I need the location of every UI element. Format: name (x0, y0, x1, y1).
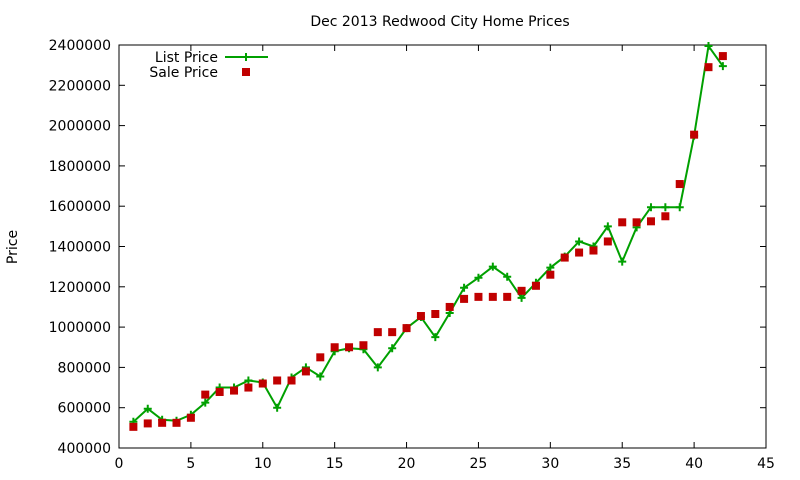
list-price-point (704, 42, 713, 51)
axis-ticks: 0 5 10 15 20 25 30 35 40 45 400000 600000 800000 1000… (49, 38, 775, 472)
chart-title: Dec 2013 Redwood City Home Prices (310, 14, 569, 30)
sale-price-point (129, 422, 138, 431)
sale-price-point (158, 418, 167, 427)
sale-price-point (704, 63, 713, 72)
sale-price-point (718, 52, 727, 61)
x-tick-label: 25 (470, 456, 488, 472)
sale-price-point (230, 386, 239, 395)
list-price-point (316, 372, 325, 381)
x-tick-label: 5 (186, 456, 195, 472)
list-price-point (431, 333, 440, 342)
sale-price-point (546, 270, 555, 279)
sale-price-point (632, 218, 641, 227)
sale-price-point (431, 310, 440, 319)
sale-price-point (359, 341, 368, 350)
list-price-point (503, 272, 512, 281)
sale-price-point (675, 180, 684, 189)
sale-price-point (215, 387, 224, 396)
y-tick-label: 1400000 (49, 240, 111, 256)
list-price-point (373, 363, 382, 372)
sale-price-point (589, 246, 598, 255)
y-tick-label: 1600000 (49, 199, 111, 215)
list-price-point (388, 344, 397, 353)
sale-price-point (330, 343, 339, 352)
y-tick-label: 1800000 (49, 159, 111, 175)
x-tick-label: 15 (326, 456, 344, 472)
sale-price-point (287, 376, 296, 385)
list-price-point (661, 203, 670, 212)
y-tick-label: 2000000 (49, 119, 111, 135)
list-price-point (201, 398, 210, 407)
x-tick-label: 30 (541, 456, 559, 472)
sale-price-point (258, 379, 267, 388)
sale-price-point (201, 390, 210, 399)
list-price-point (488, 262, 497, 271)
sale-price-point (345, 343, 354, 352)
sale-price-point (186, 413, 195, 422)
sale-price-point (618, 218, 627, 227)
list-price-point (546, 263, 555, 272)
y-tick-label: 800000 (58, 360, 111, 376)
list-price-point (718, 62, 727, 71)
x-tick-label: 10 (254, 456, 272, 472)
sale-price-point (575, 248, 584, 257)
y-tick-label: 2200000 (49, 78, 111, 94)
plot-series (129, 42, 727, 431)
sale-price-point (388, 328, 397, 337)
list-price-point (460, 283, 469, 292)
list-price-point (575, 237, 584, 246)
list-price-point (474, 273, 483, 282)
sale-price-point (244, 383, 253, 392)
y-tick-label: 400000 (58, 441, 111, 457)
legend-swatch-list-price-marker (242, 53, 250, 61)
list-price-point (273, 403, 282, 412)
y-axis-label: Price (5, 230, 21, 264)
sale-price-point (143, 419, 152, 428)
legend-swatch-sale-price (242, 68, 250, 76)
list-price-point (618, 257, 627, 266)
x-tick-label: 45 (757, 456, 775, 472)
sale-price-point (460, 294, 469, 303)
sale-price-point (517, 286, 526, 295)
sale-price-point (531, 281, 540, 290)
sale-price-point (560, 253, 569, 262)
sale-price-point (646, 217, 655, 226)
list-price-point (143, 404, 152, 413)
sale-price-point (416, 312, 425, 321)
series-list-price (129, 42, 727, 426)
sale-price-point (373, 328, 382, 337)
x-tick-label: 40 (685, 456, 703, 472)
sale-price-point (316, 353, 325, 362)
x-tick-label: 0 (115, 456, 124, 472)
series-sale-price (129, 52, 727, 431)
sale-price-point (445, 302, 454, 311)
sale-price-point (474, 292, 483, 301)
legend-label-list-price: List Price (155, 50, 218, 66)
sale-price-point (172, 418, 181, 427)
list-price-point (517, 293, 526, 302)
sale-price-point (690, 130, 699, 139)
x-tick-label: 20 (398, 456, 416, 472)
sale-price-point (488, 292, 497, 301)
list-price-line (132, 43, 724, 423)
sale-price-point (273, 376, 282, 385)
x-tick-label: 35 (613, 456, 631, 472)
sale-price-point (402, 324, 411, 333)
list-price-point (244, 376, 253, 385)
list-price-point (646, 203, 655, 212)
y-tick-label: 2400000 (49, 38, 111, 54)
legend-label-sale-price: Sale Price (149, 65, 218, 81)
sale-price-point (301, 367, 310, 376)
y-tick-label: 1200000 (49, 280, 111, 296)
y-tick-label: 1000000 (49, 320, 111, 336)
sale-price-point (661, 212, 670, 221)
list-price-point (603, 222, 612, 231)
list-price-point (675, 203, 684, 212)
sale-price-point (603, 237, 612, 246)
sale-price-point (503, 292, 512, 301)
y-tick-label: 600000 (58, 401, 111, 417)
